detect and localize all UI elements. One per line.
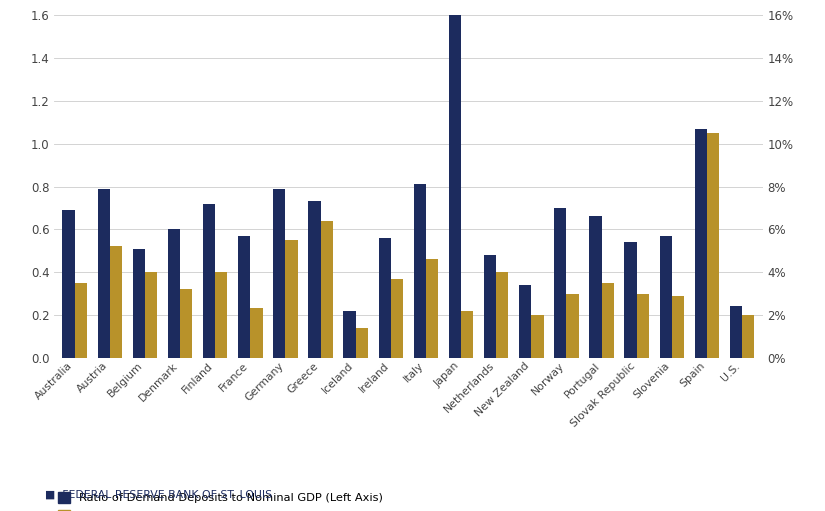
Bar xyxy=(601,283,614,358)
Bar xyxy=(554,208,567,358)
Legend: Ratio of Demand Deposits to Nominal GDP (Left Axis), Lost Demand Deposit Purchas: Ratio of Demand Deposits to Nominal GDP … xyxy=(54,488,557,511)
Bar xyxy=(110,246,122,358)
Bar xyxy=(379,238,391,358)
Bar xyxy=(742,315,754,358)
Bar xyxy=(496,272,508,358)
Bar xyxy=(97,189,110,358)
Bar xyxy=(75,283,87,358)
Bar xyxy=(285,240,298,358)
Bar xyxy=(519,285,531,358)
Bar xyxy=(391,278,403,358)
Bar xyxy=(461,311,474,358)
Bar xyxy=(203,203,215,358)
Bar xyxy=(180,289,192,358)
Text: ■  FEDERAL RESERVE BANK OF ST. LOUIS: ■ FEDERAL RESERVE BANK OF ST. LOUIS xyxy=(45,490,272,500)
Bar xyxy=(356,328,368,358)
Bar xyxy=(63,210,75,358)
Bar xyxy=(145,272,158,358)
Bar xyxy=(637,293,649,358)
Bar xyxy=(589,217,601,358)
Bar xyxy=(484,255,496,358)
Bar xyxy=(426,259,438,358)
Bar xyxy=(238,236,250,358)
Bar xyxy=(672,296,684,358)
Bar xyxy=(273,189,285,358)
Bar xyxy=(321,221,332,358)
Bar xyxy=(343,311,356,358)
Bar xyxy=(531,315,544,358)
Bar xyxy=(659,236,672,358)
Bar xyxy=(215,272,228,358)
Bar xyxy=(625,242,637,358)
Bar xyxy=(707,133,719,358)
Bar xyxy=(695,129,707,358)
Bar xyxy=(309,201,321,358)
Bar xyxy=(167,229,180,358)
Bar xyxy=(567,293,578,358)
Bar xyxy=(730,306,742,358)
Bar xyxy=(413,184,426,358)
Bar xyxy=(250,309,262,358)
Bar xyxy=(449,15,461,358)
Bar xyxy=(133,248,145,358)
